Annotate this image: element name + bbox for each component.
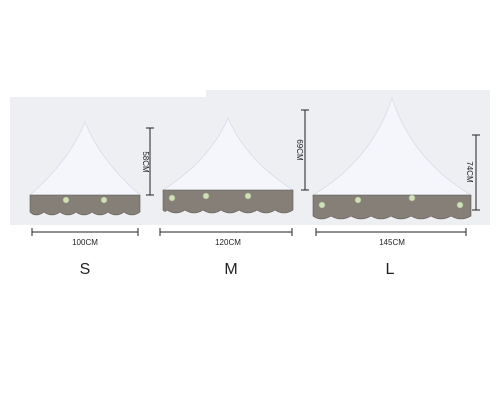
size-label: M — [224, 261, 237, 278]
width-label: 145CM — [379, 238, 405, 247]
bow — [408, 194, 416, 202]
tent-small: 58CM 100CM S — [28, 120, 154, 278]
bow — [168, 194, 176, 202]
tent-skirt — [29, 194, 141, 216]
size-label: S — [80, 261, 91, 278]
height-label: 69CM — [295, 139, 304, 161]
bow — [456, 201, 464, 209]
bow — [244, 192, 252, 200]
width-label: 120CM — [215, 238, 241, 247]
height-label: 74CM — [465, 161, 474, 183]
height-label: 58CM — [141, 151, 150, 173]
tent-medium: 69CM 120CM M — [159, 109, 309, 278]
tent-skirt — [162, 189, 294, 214]
tent-skirt — [312, 194, 472, 220]
bow — [354, 196, 362, 204]
tent-large: 74CM 145CM L — [311, 96, 480, 278]
bow — [318, 201, 326, 209]
bow — [62, 196, 70, 204]
size-label: L — [386, 261, 395, 278]
width-label: 100CM — [72, 238, 98, 247]
bow — [202, 192, 210, 200]
bow — [100, 196, 108, 204]
